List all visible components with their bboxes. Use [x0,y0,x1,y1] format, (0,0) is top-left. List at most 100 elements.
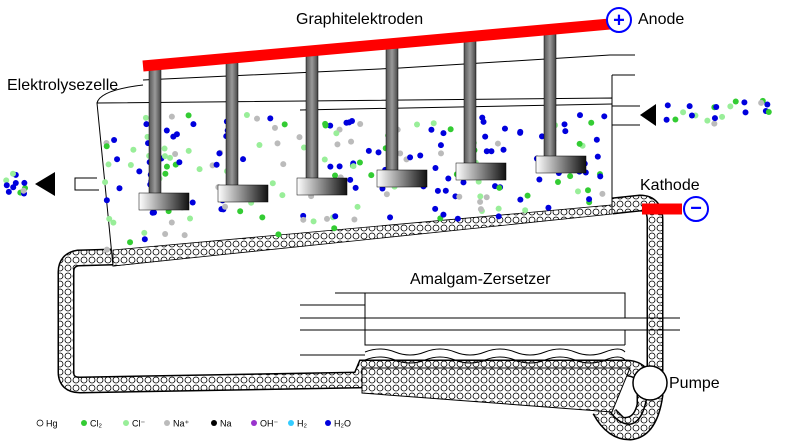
particle [495,213,502,220]
particle [103,143,110,150]
particle [343,119,350,126]
anode-symbol [606,7,632,33]
particle [348,138,355,145]
particle [440,211,447,218]
particle [256,142,263,149]
particle [432,165,439,172]
particle [488,148,495,155]
particle [114,156,121,163]
pump [632,365,668,401]
label: Pumpe [669,375,720,392]
particle [496,184,503,191]
particle [351,216,358,223]
particle [127,239,134,246]
particle [576,140,583,147]
particle [445,175,452,182]
particle [173,131,180,138]
electrode-rod [385,40,399,173]
particle [222,203,229,210]
label: Amalgam-Zersetzer [410,271,551,288]
particle [711,115,718,122]
particle [599,190,606,197]
particle [524,192,531,199]
legend-label: H₂ [297,418,307,428]
particle [161,145,168,152]
particle [713,103,720,110]
particle [383,191,390,198]
particle [213,161,220,168]
legend-swatch [288,420,294,426]
particle [545,204,552,211]
particle [586,196,593,203]
particle [111,137,118,144]
particle [332,172,339,179]
electrode-rod [463,33,477,166]
particle [269,180,276,187]
particle [477,193,484,200]
particle [357,120,364,127]
particle [331,225,338,232]
particle [727,103,734,110]
particle [254,115,261,122]
label: Elektrolysezelle [7,77,118,94]
particle [482,133,489,140]
label: Anode [638,11,684,28]
particle [9,170,16,177]
particle [162,170,169,177]
particle [176,159,183,166]
particle [588,119,595,126]
legend: Hg Cl₂ Cl⁻ Na⁺ Na OH⁻ H₂ H₂O [36,418,351,428]
particle [259,214,266,221]
legend-swatch [123,420,129,426]
electrode-plate [376,169,428,188]
anode-sign: + [613,9,625,31]
particle [168,113,175,120]
particle [764,101,771,108]
particle [116,185,123,192]
particle [162,230,169,237]
particle [672,116,679,123]
legend-label: Na [220,418,232,428]
particle [216,150,223,157]
particle [432,205,439,212]
cathode-symbol [683,196,709,222]
particle [576,112,583,119]
electrode-plate [535,155,587,174]
particle [500,146,507,153]
particle [106,215,113,222]
particle [190,121,197,128]
particle [517,196,524,203]
particle [664,102,671,109]
particle [142,114,149,121]
particle [477,198,484,205]
particle [267,115,274,122]
particle [20,187,27,194]
electrode-rod [225,54,239,188]
particle [483,194,490,201]
particle [141,236,148,243]
legend-swatch [325,420,331,426]
particle [741,99,748,106]
particle [356,159,363,166]
particle [103,197,110,204]
particle [151,209,158,216]
particle [352,184,359,191]
particle [103,246,110,253]
electrode-plate [455,162,507,181]
particle [296,134,303,141]
particle [21,179,28,186]
particle [300,216,307,223]
particle [495,205,502,212]
particle [327,122,334,129]
particle [143,121,150,128]
particle [414,121,421,128]
label: Graphitelektroden [296,11,423,28]
particle [321,156,328,163]
particle [327,163,334,170]
particle [483,148,490,155]
particle [196,166,203,173]
particle [172,151,179,158]
particle [594,153,601,160]
particle [584,187,591,194]
